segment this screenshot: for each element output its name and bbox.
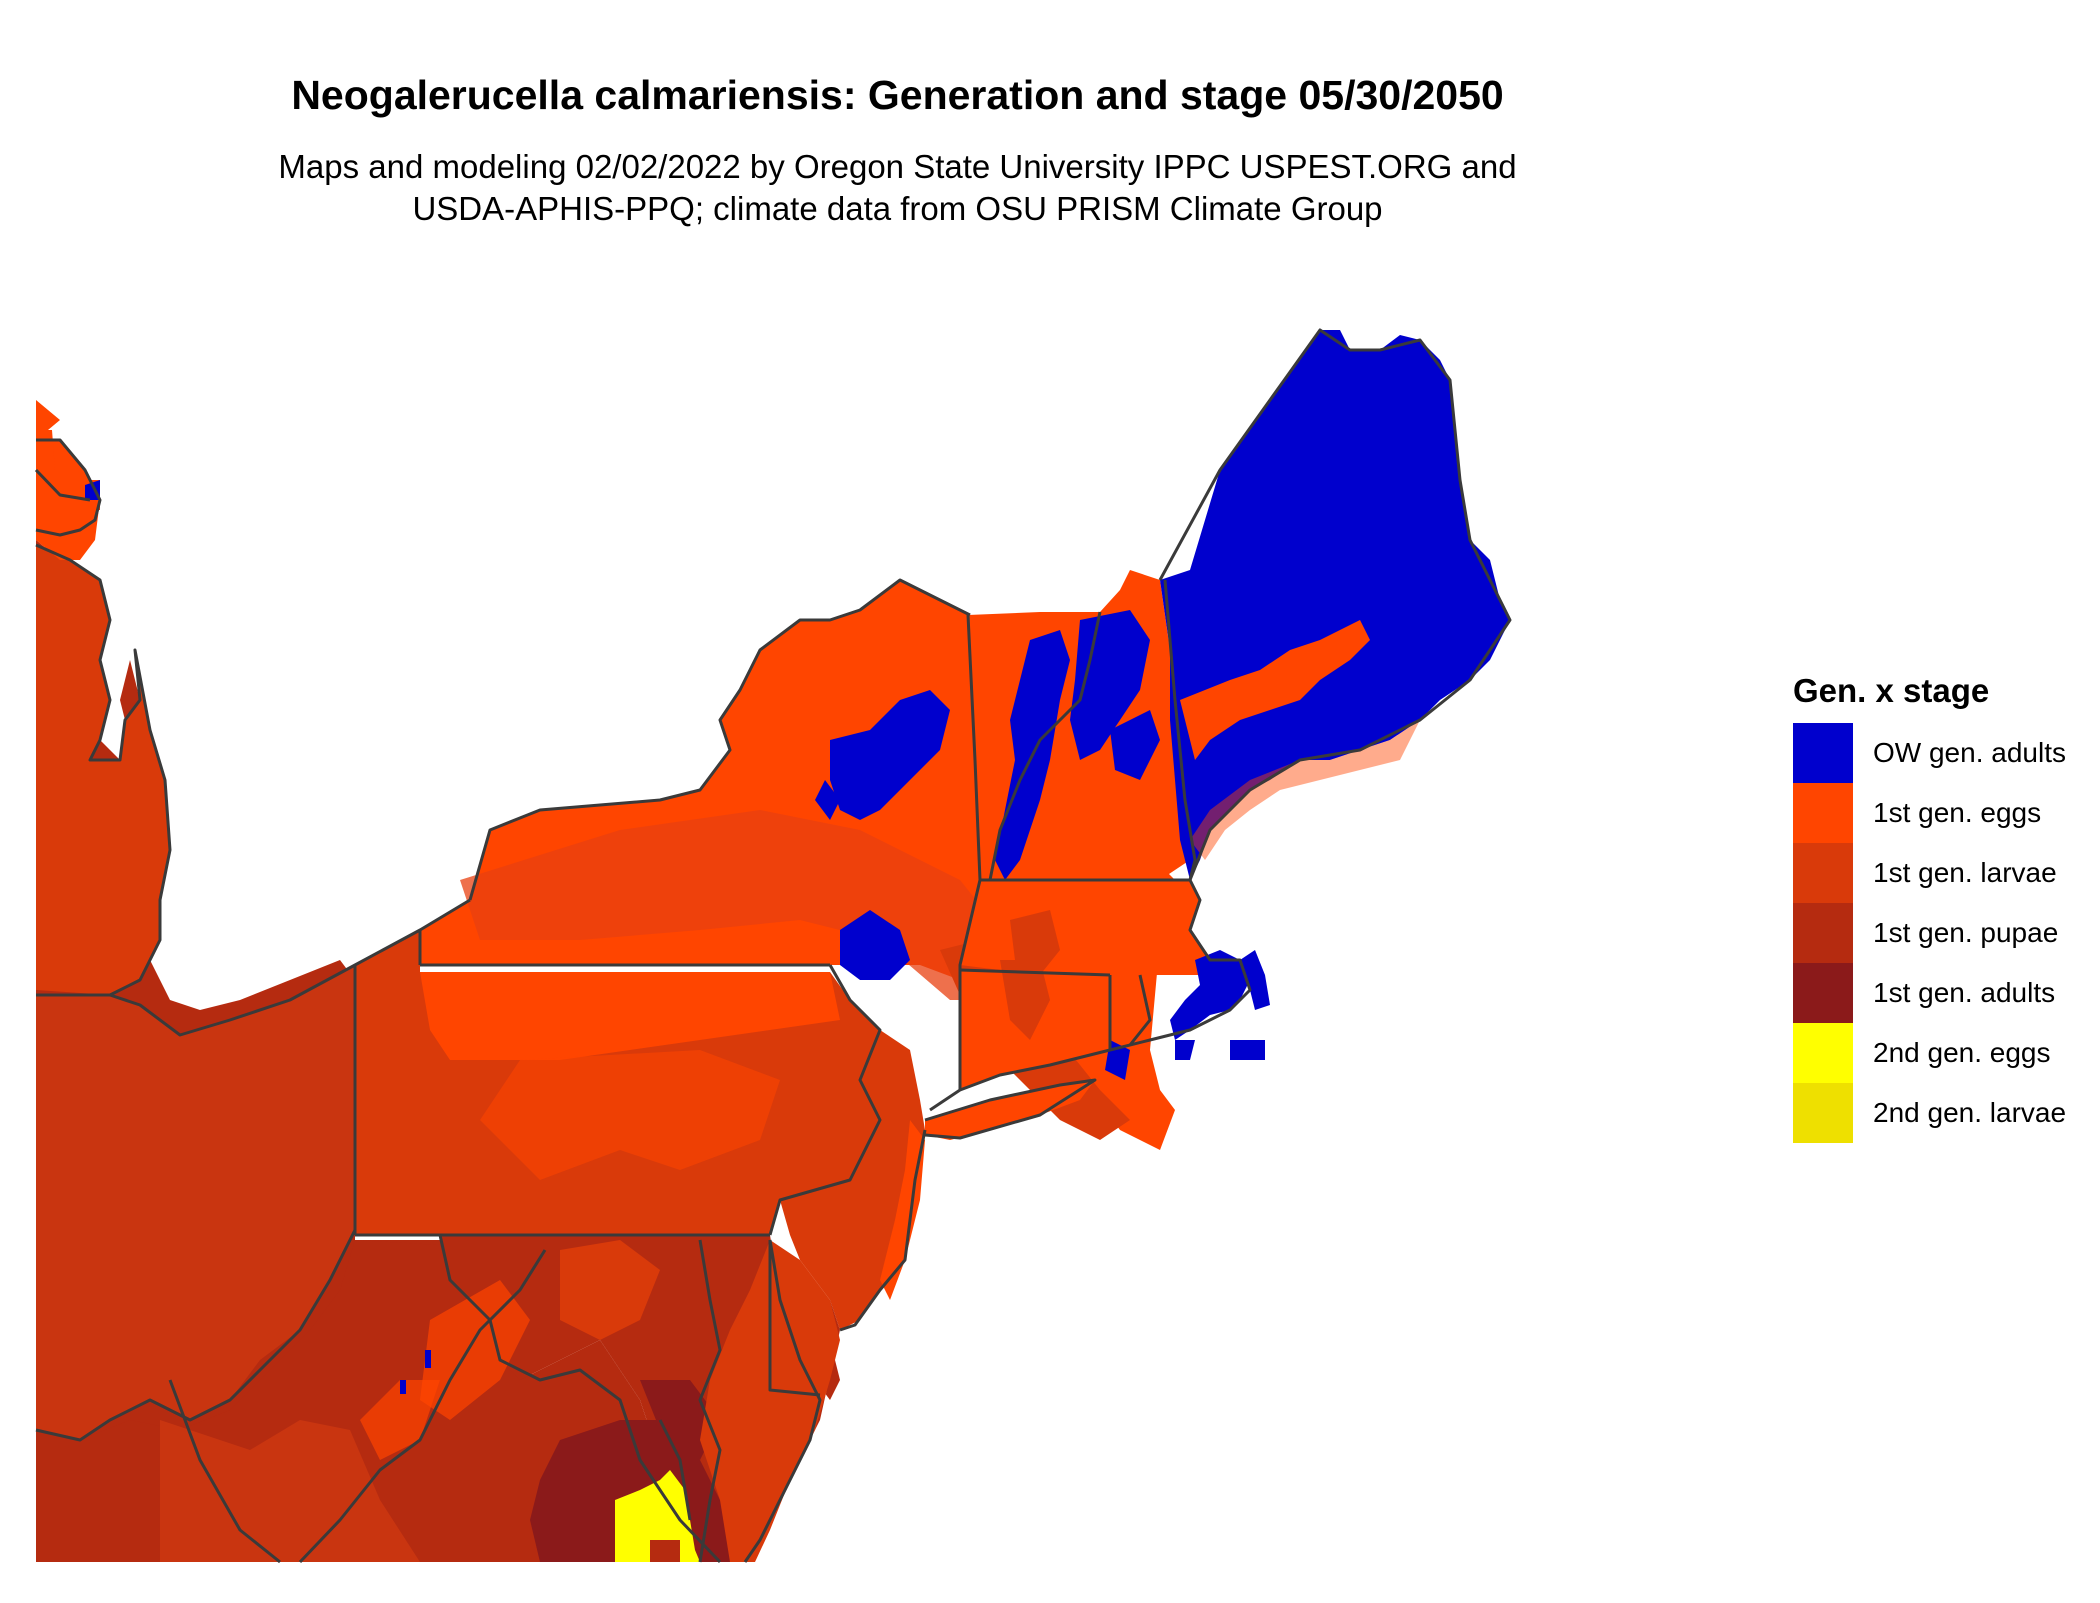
region-ohio [36,965,355,1440]
map-title: Neogalerucella calmariensis: Generation … [291,72,1504,118]
subtitle-line-2: USDA-APHIS-PPQ; climate data from OSU PR… [412,190,1383,227]
legend-swatch [1793,1023,1853,1083]
blue-patch-white-mountains [1070,610,1150,760]
legend-item: 2nd gen. eggs [1793,1023,2093,1083]
legend-label: 1st gen. adults [1873,977,2056,1008]
blue-patch-adirondacks [830,690,950,820]
region-second-gen-eggs [615,1470,700,1562]
legend-label: 1st gen. larvae [1873,857,2057,888]
region-michigan [36,545,170,995]
region-delmarva [700,1240,840,1562]
legend-item: OW gen. adults [1793,723,2093,783]
legend-swatch [1793,963,1853,1023]
legend: Gen. x stage OW gen. adults 1st gen. egg… [1793,671,2093,1143]
legend-label: 1st gen. pupae [1873,917,2059,948]
legend-item: 1st gen. adults [1793,963,2093,1023]
region-cape-cod [1170,950,1250,1040]
legend-item: 2nd gen. larvae [1793,1083,2093,1143]
legend-swatch [1793,723,1853,783]
legend-swatch [1793,843,1853,903]
blue-patch-catskills [840,910,910,980]
map-subtitle: Maps and modeling 02/02/2022 by Oregon S… [0,146,1795,230]
state-borders [34,328,1512,1564]
legend-item: 1st gen. eggs [1793,783,2093,843]
region-maine [1160,330,1510,880]
subtitle-line-1: Maps and modeling 02/02/2022 by Oregon S… [278,148,1517,185]
legend-label: 2nd gen. larvae [1873,1097,2067,1128]
region-massachusetts [960,880,1210,975]
region-long-island [925,1080,1095,1140]
legend-label: OW gen. adults [1873,737,2066,768]
legend-label: 1st gen. eggs [1873,797,2042,828]
legend-swatch [1793,1083,1853,1143]
region-upper-peninsula [36,430,100,510]
legend-swatch [1793,903,1853,963]
legend-swatch [1793,783,1853,843]
legend-item: 1st gen. larvae [1793,843,2093,903]
legend-title: Gen. x stage [1793,672,1990,709]
legend-label: 2nd gen. eggs [1873,1037,2051,1068]
legend-item: 1st gen. pupae [1793,903,2093,963]
